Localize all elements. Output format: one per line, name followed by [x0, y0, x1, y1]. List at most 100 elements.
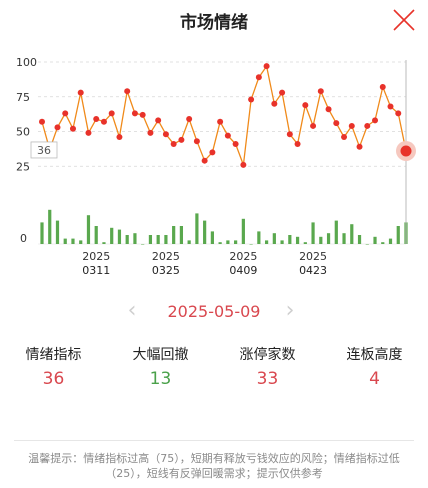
- stat-sentiment: 情绪指标 36: [0, 346, 107, 391]
- bar: [102, 242, 106, 244]
- bar: [94, 226, 98, 244]
- data-point: [325, 106, 332, 113]
- data-point: [139, 111, 146, 118]
- bar: [396, 226, 400, 244]
- bar: [326, 233, 331, 244]
- x-tick-year: 2025: [82, 250, 110, 263]
- data-point: [39, 118, 45, 125]
- stat-limit-up-count: 涨停家数 33: [214, 346, 321, 391]
- data-point: [302, 102, 309, 109]
- current-date: 2025-05-09: [167, 302, 261, 321]
- bar: [280, 240, 284, 244]
- bar: [350, 224, 354, 244]
- data-point: [201, 157, 208, 164]
- bar: [156, 235, 160, 244]
- sentiment-line: [41, 64, 407, 166]
- data-point: [379, 84, 386, 91]
- stat-value: 4: [369, 369, 380, 389]
- data-point: [116, 134, 123, 141]
- stat-board-height: 连板高度 4: [321, 346, 428, 391]
- bar: [63, 238, 67, 244]
- data-point: [178, 136, 185, 143]
- bar: [218, 242, 222, 244]
- bar: [210, 231, 214, 244]
- close-icon[interactable]: [392, 8, 416, 32]
- date-navigator: ‹ 2025-05-09 ›: [0, 300, 428, 324]
- data-point: [108, 110, 115, 117]
- x-tick-day: 0423: [299, 264, 327, 277]
- y-tick-label: 25: [16, 160, 30, 173]
- bar: [288, 235, 292, 244]
- data-point: [85, 129, 92, 136]
- x-tick-year: 2025: [299, 250, 327, 263]
- stat-value: 13: [149, 369, 172, 389]
- data-point: [155, 117, 162, 124]
- bar: [249, 244, 253, 245]
- bar: [203, 220, 207, 244]
- bar: [125, 235, 129, 244]
- y-tick-label: 50: [16, 126, 30, 139]
- bar: [311, 222, 315, 244]
- stat-value: 36: [42, 369, 65, 389]
- page-title: 市场情绪: [180, 13, 248, 33]
- bar: [40, 222, 44, 244]
- bar: [187, 240, 191, 244]
- data-point: [294, 141, 301, 148]
- bar: [234, 240, 238, 244]
- bar: [86, 215, 91, 244]
- data-point: [248, 96, 255, 103]
- data-point: [333, 120, 340, 127]
- data-point: [62, 110, 69, 117]
- data-point: [193, 138, 200, 145]
- bar: [71, 238, 75, 244]
- bar: [195, 213, 199, 244]
- data-point: [77, 89, 84, 96]
- data-point: [255, 74, 262, 81]
- data-point: [100, 118, 107, 125]
- data-point: [69, 125, 76, 132]
- bar: [365, 244, 369, 245]
- bar: [117, 229, 122, 244]
- bar: [334, 220, 338, 244]
- data-point: [372, 117, 379, 124]
- data-point: [348, 122, 355, 129]
- data-point: [131, 110, 138, 117]
- data-point: [162, 131, 169, 138]
- bar: [179, 226, 184, 244]
- bar: [342, 233, 346, 244]
- bar: [388, 238, 393, 244]
- data-point: [232, 141, 239, 148]
- bar: [55, 220, 60, 244]
- bar: [226, 240, 230, 244]
- data-point: [217, 118, 224, 125]
- bar: [48, 209, 52, 244]
- prev-date-chevron-icon[interactable]: ‹: [127, 298, 137, 323]
- next-date-chevron-icon[interactable]: ›: [285, 298, 295, 323]
- x-tick-day: 0311: [82, 264, 110, 277]
- stat-drawdown: 大幅回撤 13: [107, 346, 214, 391]
- data-point: [240, 161, 247, 168]
- data-point: [364, 122, 371, 129]
- tip-text: 温馨提示：情绪指标过高（75），短期有释放亏钱效应的风险；情绪指标过低（25），…: [28, 452, 400, 480]
- sentiment-chart[interactable]: 1007550250362025031120250325202504092025…: [0, 48, 428, 288]
- data-point: [286, 131, 293, 138]
- cursor-value-label: 36: [37, 144, 51, 157]
- x-tick-day: 0325: [152, 264, 180, 277]
- data-point: [317, 88, 324, 95]
- bar: [295, 236, 300, 244]
- stats-row: 情绪指标 36 大幅回撤 13 涨停家数 33 连板高度 4: [0, 346, 428, 396]
- y-tick-label: 0: [20, 232, 27, 245]
- x-tick-year: 2025: [229, 250, 257, 263]
- bar: [373, 236, 377, 244]
- data-point: [271, 100, 278, 107]
- data-point: [54, 124, 61, 131]
- stat-value: 33: [256, 369, 279, 389]
- data-point: [387, 103, 394, 110]
- data-point: [263, 63, 270, 70]
- bar: [164, 235, 168, 244]
- stat-label: 情绪指标: [25, 347, 82, 363]
- data-point: [186, 115, 193, 122]
- data-point: [147, 129, 154, 136]
- bar: [272, 233, 276, 244]
- data-point: [224, 132, 231, 139]
